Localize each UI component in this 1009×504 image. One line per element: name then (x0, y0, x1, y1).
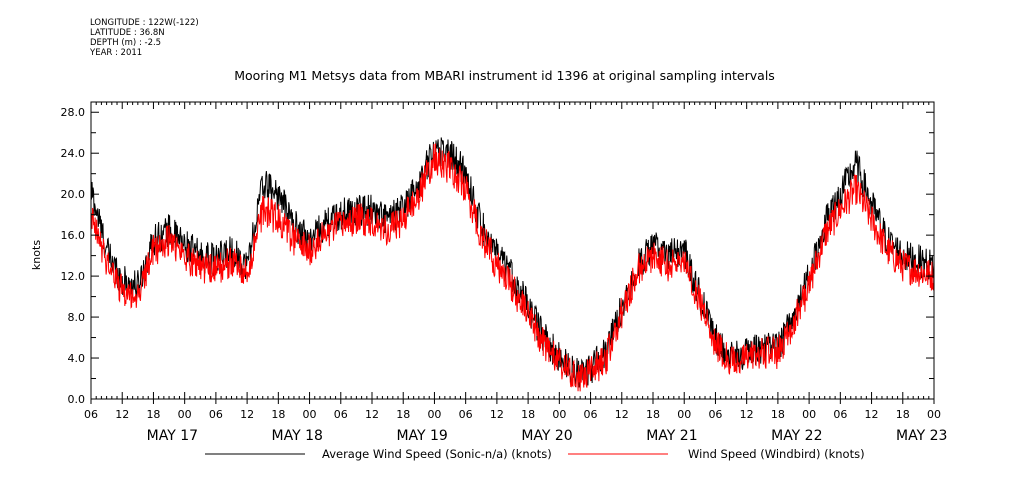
x-day-label: MAY 23 (896, 428, 947, 444)
legend-label-windbird: Wind Speed (Windbird) (knots) (688, 447, 865, 461)
series-line-windbird (90, 143, 935, 392)
x-tick-label: 18 (646, 408, 660, 421)
x-tick-label: 06 (459, 408, 473, 421)
x-tick-label: 00 (552, 408, 566, 421)
x-tick-label: 00 (802, 408, 816, 421)
x-tick-label: 00 (303, 408, 317, 421)
x-tick-label: 06 (84, 408, 98, 421)
y-tick-label: 12.0 (61, 270, 86, 283)
x-day-label: MAY 20 (521, 428, 572, 444)
x-tick-label: 06 (708, 408, 722, 421)
x-tick-label: 12 (115, 408, 129, 421)
y-tick-label: 20.0 (61, 188, 86, 201)
chart-title: Mooring M1 Metsys data from MBARI instru… (234, 68, 775, 83)
x-tick-label: 00 (927, 408, 941, 421)
y-axis-label: knots (30, 240, 43, 270)
y-tick-label: 0.0 (68, 393, 86, 406)
depth-text: DEPTH (m) : -2.5 (90, 38, 162, 48)
x-tick-label: 18 (271, 408, 285, 421)
y-tick-label: 28.0 (61, 106, 86, 119)
y-tick-label: 16.0 (61, 229, 86, 242)
chart-legend: Average Wind Speed (Sonic-n/a) (knots) W… (205, 447, 865, 461)
plot-frame (90, 101, 935, 400)
x-day-label: MAY 19 (396, 428, 447, 444)
x-tick-label: 18 (521, 408, 535, 421)
y-tick-label: 24.0 (61, 147, 86, 160)
x-tick-label: 18 (896, 408, 910, 421)
x-day-label: MAY 21 (646, 428, 697, 444)
x-tick-label: 06 (833, 408, 847, 421)
mooring-metadata: LONGITUDE : 122W(-122) LATITUDE : 36.8N … (90, 18, 199, 58)
x-tick-label: 12 (865, 408, 879, 421)
x-tick-label: 12 (615, 408, 629, 421)
x-tick-label: 06 (584, 408, 598, 421)
x-tick-label: 12 (740, 408, 754, 421)
latitude-text: LATITUDE : 36.8N (90, 28, 165, 38)
x-tick-label: 12 (490, 408, 504, 421)
x-tick-label: 00 (677, 408, 691, 421)
x-tick-label: 00 (427, 408, 441, 421)
y-tick-label: 4.0 (68, 352, 86, 365)
y-tick-label: 8.0 (68, 311, 86, 324)
x-tick-label: 12 (240, 408, 254, 421)
series-layer (90, 137, 935, 392)
x-tick-label: 18 (146, 408, 160, 421)
x-tick-label: 18 (771, 408, 785, 421)
x-day-label: MAY 18 (272, 428, 323, 444)
x-tick-label: 18 (396, 408, 410, 421)
x-tick-label: 00 (178, 408, 192, 421)
axes-layer: 0.0 4.0 8.0 12.0 16.0 20.0 24.0 28.0 06 12 18 00 06 1… (61, 101, 947, 444)
x-tick-label: 06 (334, 408, 348, 421)
x-day-label: MAY 17 (147, 428, 198, 444)
x-tick-label: 06 (209, 408, 223, 421)
longitude-text: LONGITUDE : 122W(-122) (90, 18, 199, 28)
x-tick-label: 12 (365, 408, 379, 421)
legend-label-sonic: Average Wind Speed (Sonic-n/a) (knots) (322, 447, 552, 461)
x-day-label: MAY 22 (771, 428, 822, 444)
year-text: YEAR : 2011 (90, 48, 143, 58)
